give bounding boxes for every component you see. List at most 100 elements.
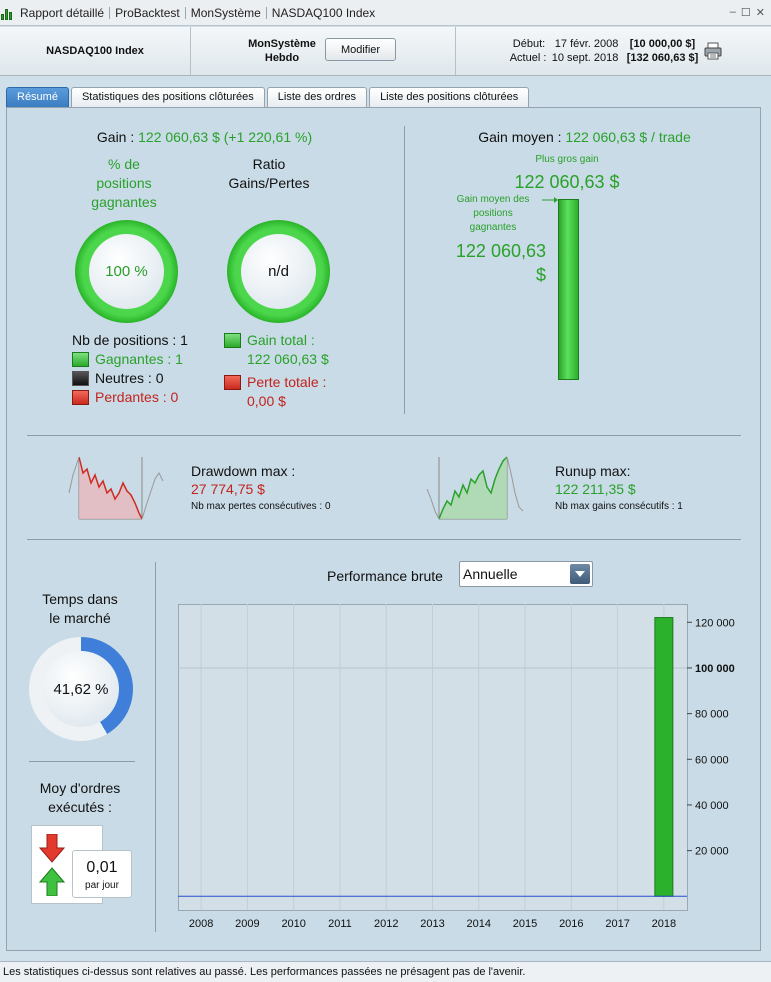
breadcrumb-separator <box>265 6 267 19</box>
chart-x-tick-label: 2010 <box>281 918 305 930</box>
chart-y-tick-label: 100 000 <box>695 663 735 675</box>
period-select[interactable]: Annuelle <box>459 561 593 587</box>
chart-x-tick-label: 2012 <box>374 918 398 930</box>
losers-item: Perdantes : 0 <box>72 388 188 407</box>
gain-loss-totals: Gain total : 122 060,63 $ Perte totale :… <box>224 331 329 411</box>
window-titlebar: Rapport détaillé ProBacktest MonSystème … <box>0 0 771 26</box>
print-icon[interactable] <box>703 41 723 61</box>
vertical-divider <box>404 126 405 414</box>
total-gain-item: Gain total : 122 060,63 $ <box>224 331 329 369</box>
section-divider <box>27 539 741 540</box>
current-capital: [132 060,63 $] <box>626 52 699 64</box>
start-row: Début: 17 févr. 2008 [10 000,00 $] <box>513 37 695 51</box>
breadcrumb-report[interactable]: Rapport détaillé <box>20 5 105 20</box>
winning-percent-title-line-1: % de <box>108 156 140 172</box>
losers-label: Perdantes : 0 <box>95 389 179 405</box>
maximize-icon[interactable]: ☐ <box>740 7 751 19</box>
average-winning-label: Gain moyen des positions gagnantes <box>443 193 543 235</box>
chart-y-tick-label: 40 000 <box>695 800 729 812</box>
backtest-dates: Début: 17 févr. 2008 [10 000,00 $] Actue… <box>509 27 699 75</box>
header-divider <box>190 27 191 75</box>
start-capital: [10 000,00 $] <box>629 38 696 50</box>
breadcrumb-probacktest[interactable]: ProBacktest <box>115 5 180 20</box>
drawdown-value: 27 774,75 $ <box>191 481 265 497</box>
start-date: 17 févr. 2008 <box>554 38 619 50</box>
winning-percent-value: 100 % <box>89 234 164 309</box>
winning-percent-ring: 100 % <box>75 220 178 323</box>
performance-chart: 20 000 40 000 60 000 80 000 100 000 120 000 20… <box>178 604 735 930</box>
runup-sparkline <box>426 456 524 520</box>
time-in-market-title-line-2: le marché <box>49 610 111 626</box>
chart-y-tick-label: 120 000 <box>695 617 735 629</box>
winning-percent-title-line-2: positions <box>96 175 152 191</box>
modify-button[interactable]: Modifier <box>325 38 396 61</box>
period-select-value: Annuelle <box>463 566 518 582</box>
window-controls: – ☐ ✕ <box>730 6 765 19</box>
orders-title: Moy d'ordres exécutés : <box>21 779 139 817</box>
tab-order-list[interactable]: Liste des ordres <box>266 87 368 107</box>
average-winning-label-line-3: gagnantes <box>469 222 517 233</box>
biggest-gain-label: Plus gros gain <box>535 154 599 165</box>
orders-per-day-box: 0,01 par jour <box>72 850 132 898</box>
chart-x-tick-label: 2014 <box>467 918 491 930</box>
total-gain-swatch-icon <box>224 333 241 348</box>
chart-y-tick-label: 60 000 <box>695 754 729 766</box>
total-loss-item: Perte totale : 0,00 $ <box>224 373 329 411</box>
runup-title: Runup max: <box>555 463 631 479</box>
biggest-gain-bar <box>558 199 579 380</box>
chart-x-tick-label: 2009 <box>235 918 259 930</box>
header-divider <box>455 27 456 75</box>
chart-y-tick-label: 80 000 <box>695 709 729 721</box>
orders-title-line-2: exécutés : <box>48 799 112 815</box>
total-loss-swatch-icon <box>224 375 241 390</box>
minimize-icon[interactable]: – <box>729 6 736 18</box>
biggest-gain-value: 122 060,63 $ <box>514 172 620 192</box>
tab-closed-position-list[interactable]: Liste des positions clôturées <box>369 87 530 107</box>
chart-y-tick-label: 20 000 <box>695 846 729 858</box>
buy-sell-arrows-icon <box>39 834 65 896</box>
orders-title-line-1: Moy d'ordres <box>39 780 121 796</box>
breadcrumb-instrument[interactable]: NASDAQ100 Index <box>271 5 376 20</box>
chart-x-tick-label: 2018 <box>652 918 676 930</box>
chart-x-tick-label: 2013 <box>420 918 444 930</box>
system-name: MonSystème Hebdo <box>222 27 342 75</box>
winning-percent-title: % de positions gagnantes <box>67 155 181 212</box>
losers-swatch-icon <box>72 390 89 405</box>
section-divider <box>27 435 741 436</box>
gain-loss-ratio-value: n/d <box>241 234 316 309</box>
vertical-divider <box>155 562 156 932</box>
report-tabs: Résumé Statistiques des positions clôtur… <box>6 87 530 107</box>
drawdown-sparkline <box>68 456 164 520</box>
current-row: Actuel : 10 sept. 2018 [132 060,63 $] <box>510 51 699 65</box>
orders-per-day-value: 0,01 <box>86 859 118 876</box>
drawdown-info: Drawdown max : 27 774,75 $ Nb max pertes… <box>191 462 331 516</box>
tab-summary[interactable]: Résumé <box>6 87 69 107</box>
close-icon[interactable]: ✕ <box>755 7 765 19</box>
start-label: Début: <box>512 38 546 50</box>
arrow-right-icon <box>542 197 558 203</box>
neutral-item: Neutres : 0 <box>72 369 188 388</box>
orders-per-day-unit: par jour <box>85 880 119 891</box>
runup-info: Runup max: 122 211,35 $ Nb max gains con… <box>555 462 683 516</box>
tab-closed-position-stats[interactable]: Statistiques des positions clôturées <box>70 87 265 107</box>
average-winning-label-line-2: positions <box>473 208 513 219</box>
total-gain-label: Gain total : <box>247 332 315 348</box>
time-in-market-ring: 41,62 % <box>29 637 133 741</box>
gain-loss-ratio-title: Ratio Gains/Pertes <box>213 155 325 193</box>
max-consecutive-losses: Nb max pertes consécutives : 0 <box>191 501 331 512</box>
total-loss-label: Perte totale : <box>247 374 327 390</box>
average-winning-label-line-1: Gain moyen des <box>456 194 530 205</box>
breadcrumb-system[interactable]: MonSystème <box>190 5 261 20</box>
drawdown-title: Drawdown max : <box>191 463 296 479</box>
chart-x-tick-label: 2016 <box>559 918 583 930</box>
chart-x-tick-label: 2015 <box>513 918 537 930</box>
total-gain-line: Gain : 122 060,63 $ (+1 220,61 %) <box>7 129 402 145</box>
average-gain-value: 122 060,63 $ / trade <box>565 129 691 145</box>
average-gain-label: Gain moyen : <box>478 129 562 145</box>
performance-title: Performance brute <box>327 568 443 584</box>
chevron-down-icon[interactable] <box>570 564 590 584</box>
total-gain-value: 122 060,63 $ <box>247 351 329 367</box>
max-consecutive-gains: Nb max gains consécutifs : 1 <box>555 501 683 512</box>
average-winning-value-line-2: $ <box>535 265 546 285</box>
chart-x-tick-label: 2008 <box>189 918 213 930</box>
